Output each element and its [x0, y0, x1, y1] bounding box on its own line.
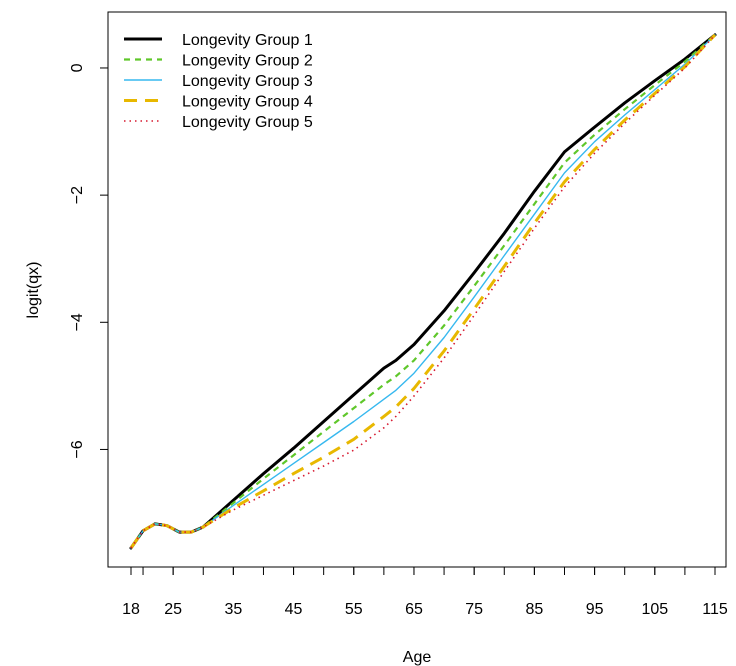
x-tick-label: 75 [465, 601, 483, 618]
legend: Longevity Group 1 Longevity Group 2 Longev… [124, 32, 313, 131]
x-tick-label: 115 [702, 601, 728, 618]
x-tick-label: 95 [586, 601, 604, 618]
legend-label-5: Longevity Group 5 [182, 114, 313, 131]
y-tick-label: −2 [69, 186, 86, 204]
x-tick-label: 45 [285, 601, 303, 618]
x-tick-label: 65 [405, 601, 423, 618]
y-tick-label: 0 [69, 63, 86, 72]
legend-label-2: Longevity Group 2 [182, 53, 313, 70]
x-axis: 18 25 35 45 55 65 75 85 95 105 115 [122, 567, 728, 618]
series-line-4 [129, 33, 717, 549]
x-tick-label: 35 [224, 601, 242, 618]
x-tick-label: 55 [345, 601, 363, 618]
legend-label-4: Longevity Group 4 [182, 94, 313, 111]
y-axis: 0 −2 −4 −6 [69, 63, 108, 459]
legend-label-1: Longevity Group 1 [182, 32, 313, 49]
legend-label-3: Longevity Group 3 [182, 73, 313, 90]
x-axis-title: Age [403, 649, 432, 666]
series-line-5 [130, 34, 716, 549]
x-tick-label: 18 [122, 601, 140, 618]
x-tick-label: 25 [164, 601, 182, 618]
x-tick-label: 85 [525, 601, 543, 618]
plot-frame [107, 11, 727, 568]
y-axis-title: logit(qx) [25, 262, 42, 319]
series-lines [129, 33, 717, 550]
y-tick-label: −6 [69, 440, 86, 458]
series-line-3 [130, 34, 716, 549]
y-tick-label: −4 [69, 313, 86, 331]
x-tick-label: 105 [641, 601, 668, 618]
